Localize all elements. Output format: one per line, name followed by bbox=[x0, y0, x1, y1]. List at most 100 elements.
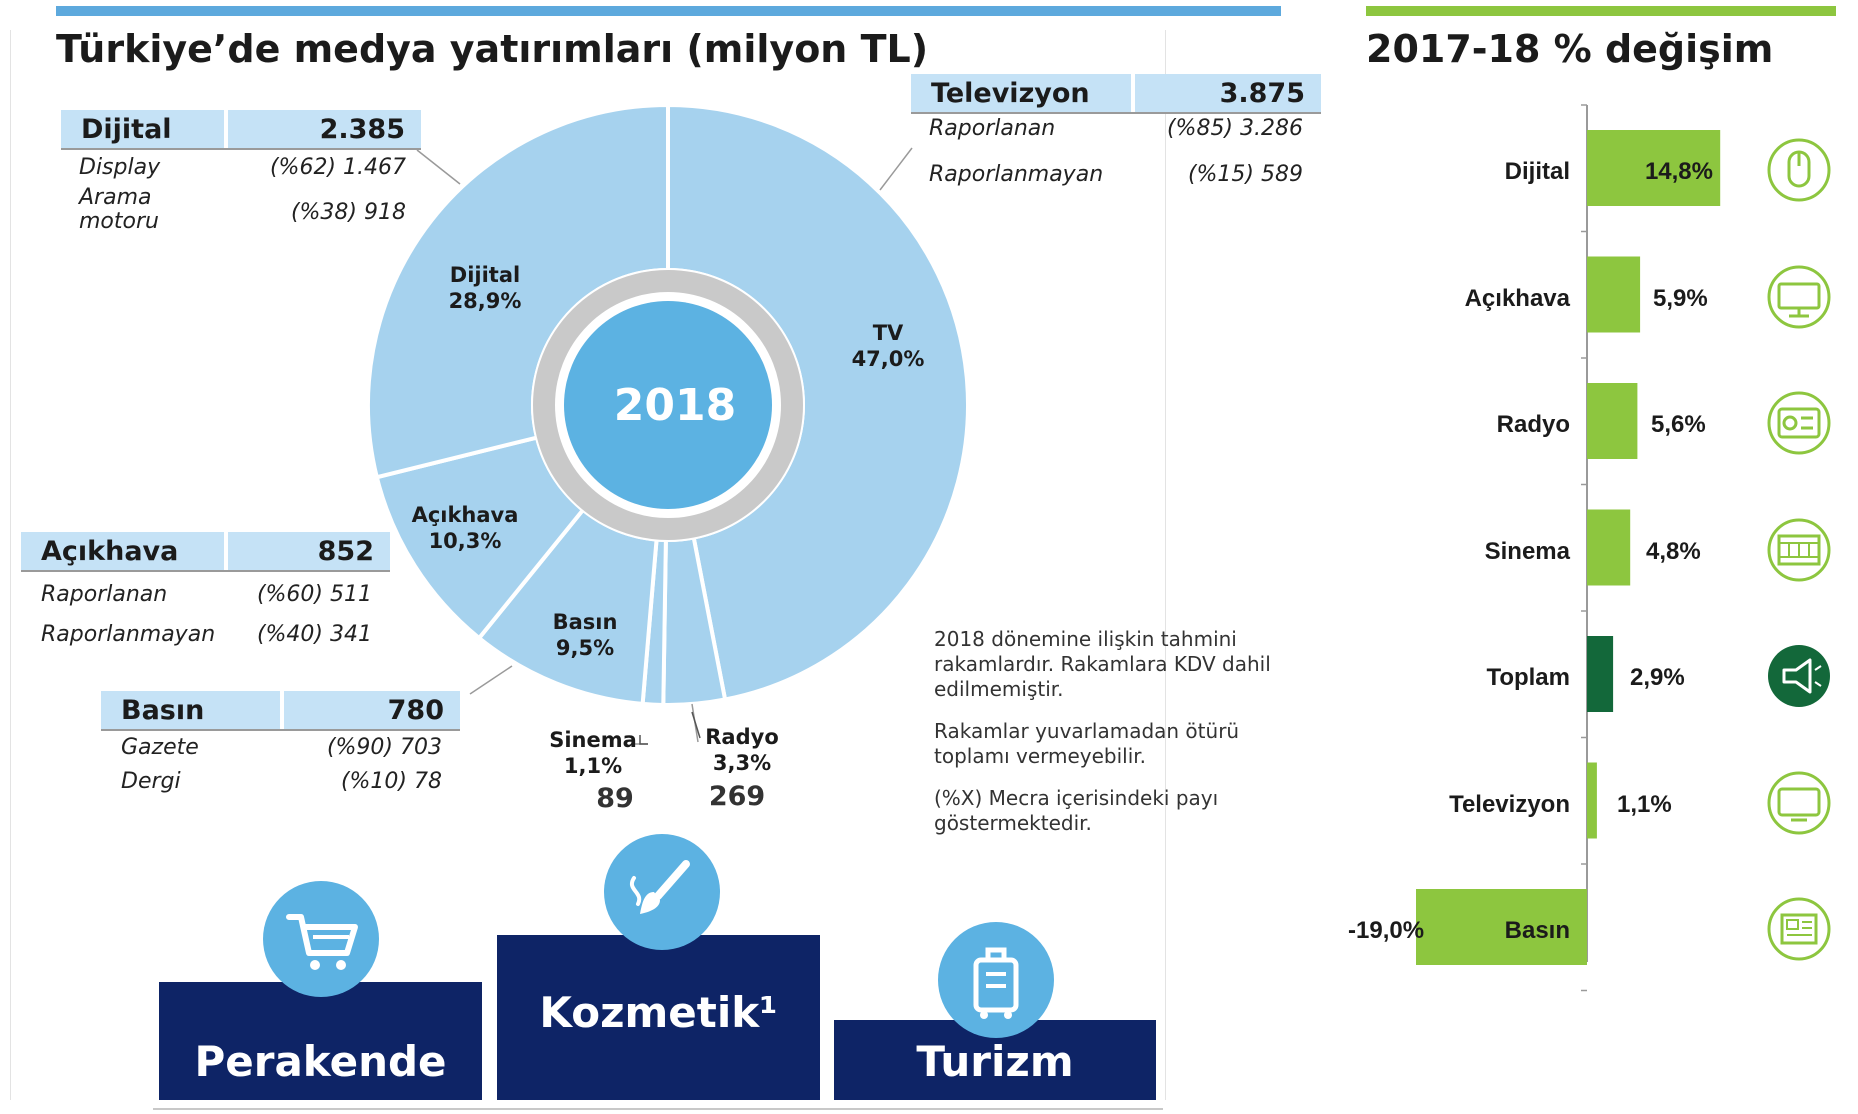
dijital-box-total: 2.385 bbox=[228, 110, 421, 148]
sector-box-perakende: Perakende bbox=[159, 982, 482, 1100]
note-estimate-line1: 2018 dönemine ilişkin tahmini bbox=[934, 627, 1237, 651]
note-share-line1: (%X) Mecra içerisindeki payı bbox=[934, 786, 1219, 810]
slice-label-dijital: Dijital 28,9% bbox=[430, 262, 540, 314]
televizyon-row-label-raporlanan: Raporlanan bbox=[929, 116, 1056, 141]
acikhava-box-total: 852 bbox=[228, 532, 390, 570]
bar-dijital bbox=[1587, 130, 1721, 206]
bar-category-acikhava: Açıkhava bbox=[1464, 285, 1570, 312]
bar-category-basin: Basın bbox=[1504, 917, 1570, 944]
slice-name-tv: TV bbox=[872, 321, 904, 345]
televizyon-box-title: Televizyon bbox=[911, 74, 1131, 112]
slice-name-dijital: Dijital bbox=[449, 263, 521, 287]
note-estimate: 2018 dönemine ilişkin tahmini rakamlardı… bbox=[934, 627, 1314, 702]
dijital-box-rule bbox=[61, 148, 421, 150]
televizyon-box-total: 3.875 bbox=[1135, 74, 1321, 112]
podium-baseline bbox=[153, 1108, 1163, 1110]
note-estimate-line3: edilmemiştir. bbox=[934, 677, 1064, 701]
bar-category-radyo: Radyo bbox=[1496, 411, 1570, 438]
basin-row-value-dergi: (%10) 78 bbox=[340, 769, 442, 794]
dijital-info-box: Dijital 2.385 Display (%62) 1.467 Arama … bbox=[61, 110, 421, 240]
left-border-line bbox=[10, 30, 11, 1100]
televizyon-row-value-raporlanan: (%85) 3.286 bbox=[1166, 116, 1303, 141]
billboard-icon bbox=[1767, 265, 1831, 329]
slice-pct-acikhava: 10,3% bbox=[428, 529, 502, 553]
basin-row-value-gazete: (%90) 703 bbox=[326, 735, 442, 760]
basin-info-box: Basın 780 Gazete (%90) 703 Dergi (%10) 7… bbox=[101, 691, 460, 801]
sinema-value: 89 bbox=[596, 783, 634, 814]
dijital-row-value-arama: (%38) 918 bbox=[290, 200, 406, 225]
bar-radyo bbox=[1587, 383, 1638, 459]
acikhava-row-label-raporlanmayan: Raporlanmayan bbox=[41, 622, 216, 647]
slice-name-sinema: Sinema bbox=[549, 728, 637, 752]
basin-row-label-dergi: Dergi bbox=[121, 769, 181, 794]
note-share: (%X) Mecra içerisindeki payı göstermekte… bbox=[934, 786, 1314, 836]
dijital-row-label-arama-line2: motoru bbox=[79, 209, 159, 234]
bar-category-televizyon: Televizyon bbox=[1449, 791, 1570, 818]
slice-label-acikhava: Açıkhava 10,3% bbox=[400, 502, 530, 554]
slice-pct-tv: 47,0% bbox=[851, 347, 925, 371]
bar-basın bbox=[1416, 889, 1587, 965]
sector-label-turizm: Turizm bbox=[916, 1037, 1074, 1086]
slice-name-basin: Basın bbox=[552, 610, 618, 634]
slice-name-radyo: Radyo bbox=[705, 725, 779, 749]
acikhava-row-label-raporlanan: Raporlanan bbox=[41, 582, 168, 607]
acikhava-box-rule bbox=[21, 570, 390, 572]
newspaper-icon bbox=[1767, 897, 1831, 961]
title-accent-bar bbox=[56, 6, 1281, 16]
right-title-accent-bar bbox=[1366, 6, 1836, 16]
slice-label-tv: TV 47,0% bbox=[833, 320, 943, 372]
bar-value-basin: -19,0% bbox=[1348, 917, 1425, 944]
basin-box-title: Basın bbox=[101, 691, 280, 729]
bar-value-toplam: 2,9% bbox=[1630, 664, 1685, 691]
sector-box-kozmetik: Kozmetik¹ bbox=[497, 935, 820, 1100]
donut-center-disc bbox=[564, 301, 772, 509]
right-title: 2017-18 % değişim bbox=[1366, 27, 1774, 71]
donut-center-ring bbox=[533, 270, 803, 540]
page-title: Türkiye’de medya yatırımları (milyon TL) bbox=[56, 27, 929, 71]
bar-value-televizyon: 1,1% bbox=[1617, 791, 1672, 818]
donut-center-label: 2018 bbox=[613, 380, 737, 431]
slice-label-radyo: Radyo 3,3% bbox=[687, 724, 797, 776]
tv-icon bbox=[1767, 771, 1831, 835]
bar-televizyon bbox=[1587, 762, 1597, 839]
film-icon bbox=[1767, 518, 1831, 582]
dijital-box-title: Dijital bbox=[61, 110, 224, 148]
slice-pct-dijital: 28,9% bbox=[448, 289, 522, 313]
radio-icon bbox=[1767, 391, 1831, 455]
bar-category-sinema: Sinema bbox=[1484, 538, 1570, 565]
televizyon-row-value-raporlanmayan: (%15) 589 bbox=[1187, 162, 1303, 187]
dijital-row-value-display: (%62) 1.467 bbox=[269, 155, 406, 180]
televizyon-row-label-raporlanmayan: Raporlanmayan bbox=[929, 162, 1104, 187]
radyo-value: 269 bbox=[708, 781, 766, 812]
televizyon-leader-line bbox=[879, 147, 913, 191]
bar-category-dijital: Dijital bbox=[1504, 158, 1570, 185]
slice-label-sinema: Sinema 1,1% bbox=[538, 727, 648, 779]
acikhava-box-title: Açıkhava bbox=[21, 532, 224, 570]
note-rounding-line1: Rakamlar yuvarlamadan ötürü bbox=[934, 719, 1240, 743]
televizyon-info-box: Televizyon 3.875 Raporlanan (%85) 3.286 … bbox=[911, 74, 1321, 194]
suitcase-icon bbox=[938, 922, 1054, 1038]
megaphone-icon bbox=[1768, 645, 1830, 707]
sinema-pointer bbox=[639, 735, 648, 745]
bar-value-acikhava: 5,9% bbox=[1653, 285, 1708, 312]
acikhava-row-value-raporlanmayan: (%40) 341 bbox=[256, 622, 372, 647]
basin-box-rule bbox=[101, 729, 460, 731]
basin-box-total: 780 bbox=[284, 691, 460, 729]
bar-açıkhava bbox=[1587, 256, 1641, 333]
televizyon-box-rule bbox=[911, 112, 1321, 114]
slice-name-acikhava: Açıkhava bbox=[411, 503, 519, 527]
radyo-pointer bbox=[691, 711, 701, 739]
bar-value-sinema: 4,8% bbox=[1646, 538, 1701, 565]
dijital-row-label-display: Display bbox=[79, 155, 161, 180]
basin-leader-line bbox=[469, 665, 513, 695]
bar-value-dijital: 14,8% bbox=[1644, 158, 1713, 185]
dijital-row-label-arama-line1: Arama bbox=[79, 185, 152, 210]
slice-pct-radyo: 3,3% bbox=[712, 751, 772, 775]
bar-toplam bbox=[1587, 636, 1614, 712]
note-rounding: Rakamlar yuvarlamadan ötürü toplamı verm… bbox=[934, 719, 1314, 769]
mouse-icon bbox=[1767, 138, 1831, 202]
acikhava-info-box: Açıkhava 852 Raporlanan (%60) 511 Raporl… bbox=[21, 532, 390, 652]
